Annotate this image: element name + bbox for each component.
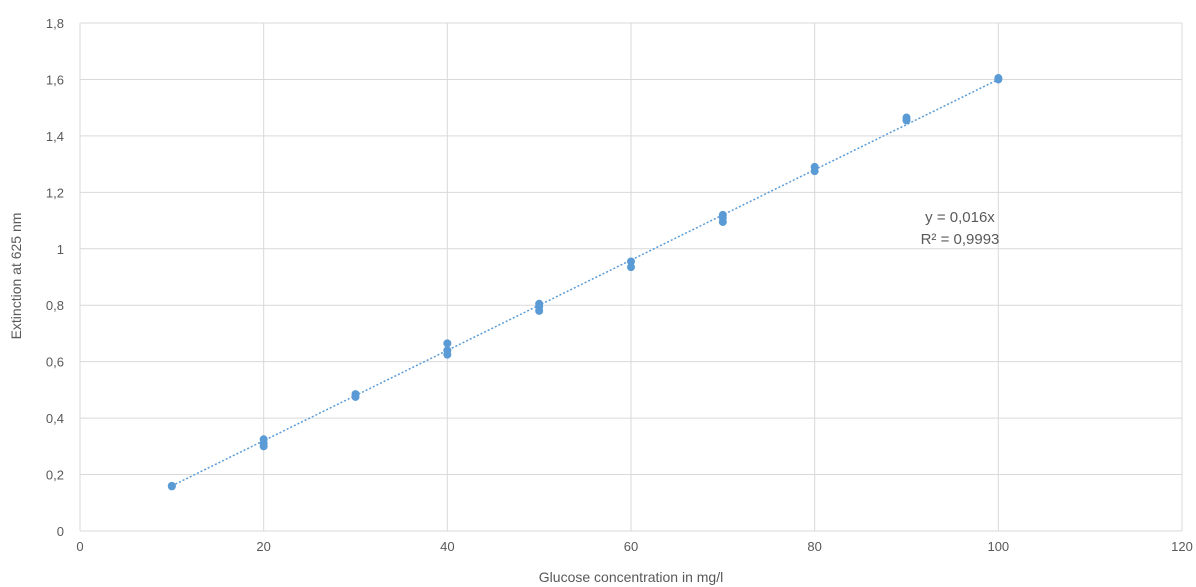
data-point xyxy=(535,306,544,315)
data-point xyxy=(259,442,268,451)
data-point xyxy=(994,75,1003,84)
data-point xyxy=(443,350,452,359)
data-point xyxy=(351,392,360,401)
x-tick-label: 100 xyxy=(987,539,1009,554)
data-point xyxy=(810,167,819,176)
data-point xyxy=(627,257,635,266)
y-axis-title: Extinction at 625 nm xyxy=(8,213,24,340)
y-tick-label: 0 xyxy=(57,524,64,539)
data-point xyxy=(167,482,176,491)
y-tick-label: 1,4 xyxy=(46,129,64,144)
y-tick-label: 1,2 xyxy=(46,185,64,200)
x-tick-label: 40 xyxy=(440,539,454,554)
x-tick-label: 20 xyxy=(256,539,270,554)
trendline xyxy=(171,78,999,487)
y-tick-label: 1,6 xyxy=(46,72,64,87)
y-tick-label: 0,6 xyxy=(46,355,64,370)
x-axis-tick-labels: 0 20 40 60 80 100 120 xyxy=(76,539,1192,554)
x-axis-title: Glucose concentration in mg/l xyxy=(539,569,723,585)
x-tick-label: 0 xyxy=(76,539,83,554)
y-tick-label: 0,2 xyxy=(46,468,64,483)
data-points xyxy=(167,74,1003,491)
x-tick-label: 120 xyxy=(1171,539,1193,554)
y-axis-tick-labels: 0 0,2 0,4 0,6 0,8 1 1,2 1,4 1,6 1,8 xyxy=(46,16,64,539)
data-point xyxy=(718,217,727,226)
x-tick-label: 80 xyxy=(807,539,821,554)
data-point xyxy=(627,263,635,272)
y-tick-label: 0,4 xyxy=(46,411,64,426)
grid-lines xyxy=(79,22,1183,532)
y-tick-label: 0,8 xyxy=(46,298,64,313)
trendline-r-squared: R² = 0,9993 xyxy=(921,231,1000,248)
data-point xyxy=(902,116,911,125)
x-tick-label: 60 xyxy=(624,539,638,554)
trendline-equation: y = 0,016x xyxy=(925,209,995,226)
y-tick-label: 1 xyxy=(57,242,64,257)
y-tick-label: 1,8 xyxy=(46,16,64,31)
data-point xyxy=(443,339,452,348)
